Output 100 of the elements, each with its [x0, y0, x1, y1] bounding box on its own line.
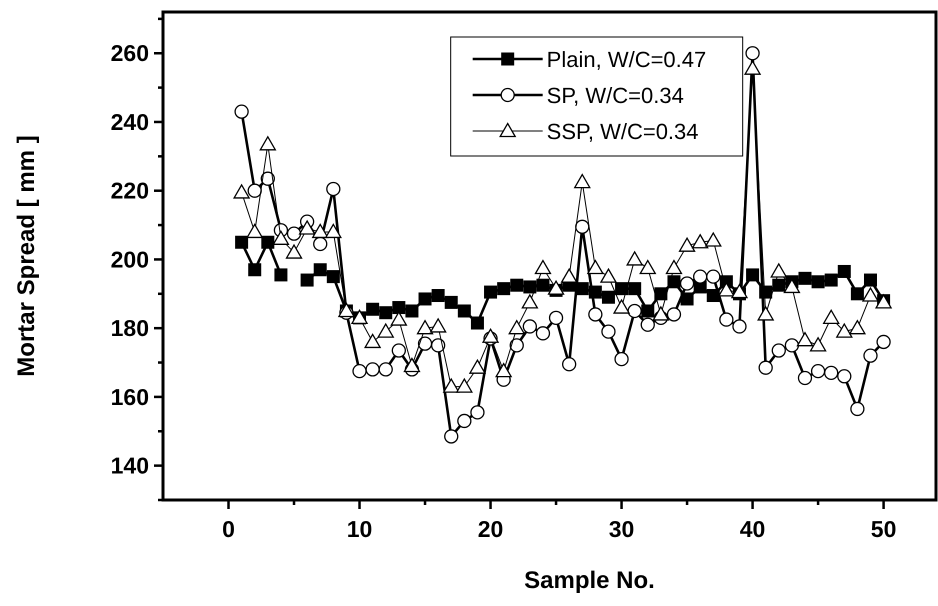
- point: [536, 326, 550, 340]
- point: [430, 338, 446, 352]
- y-tick-label: 180: [110, 315, 149, 342]
- point: [640, 260, 656, 274]
- point: [326, 182, 340, 196]
- point: [837, 369, 852, 384]
- point: [482, 328, 499, 343]
- point: [469, 360, 486, 374]
- point: [705, 232, 722, 247]
- point: [536, 278, 550, 292]
- point: [325, 224, 342, 238]
- point: [495, 362, 512, 378]
- point: [470, 316, 484, 330]
- point: [390, 311, 407, 326]
- point: [810, 337, 826, 352]
- point: [260, 136, 276, 150]
- point: [731, 284, 748, 298]
- point: [574, 174, 590, 188]
- point: [838, 264, 851, 278]
- point: [850, 287, 864, 300]
- point: [863, 348, 878, 363]
- point: [272, 230, 290, 245]
- point: [392, 301, 406, 314]
- x-tick-label: 50: [870, 516, 896, 542]
- x-axis-title: Sample No.: [524, 567, 655, 594]
- point: [588, 307, 603, 322]
- point: [248, 263, 262, 276]
- x-tick-label: 30: [608, 516, 634, 542]
- point: [522, 294, 538, 309]
- point: [823, 310, 840, 324]
- point: [849, 320, 866, 334]
- point: [640, 318, 655, 332]
- x-tick-label: 10: [346, 516, 372, 542]
- x-tick-label: 40: [740, 516, 766, 542]
- point: [693, 269, 708, 284]
- point: [430, 318, 446, 333]
- point: [418, 292, 432, 306]
- point: [246, 224, 263, 238]
- point: [692, 234, 708, 248]
- point: [298, 220, 316, 235]
- point: [378, 323, 394, 338]
- point: [667, 275, 680, 288]
- point: [378, 362, 393, 377]
- point: [876, 334, 891, 350]
- point: [745, 46, 760, 60]
- point: [326, 270, 340, 284]
- point: [300, 274, 314, 287]
- point: [235, 236, 248, 249]
- y-tick-label: 260: [110, 40, 149, 66]
- point: [784, 338, 800, 352]
- point: [575, 220, 590, 234]
- point: [233, 184, 250, 199]
- point: [314, 263, 327, 276]
- point: [628, 304, 642, 318]
- point: [392, 343, 406, 358]
- point: [405, 304, 418, 318]
- point: [864, 274, 877, 287]
- point: [626, 251, 643, 266]
- y-tick-label: 240: [110, 108, 149, 135]
- x-tick-label: 20: [478, 516, 504, 542]
- y-tick-label: 160: [110, 384, 149, 410]
- point: [628, 282, 642, 296]
- point: [364, 334, 381, 348]
- point: [444, 296, 458, 309]
- point: [613, 299, 630, 314]
- point: [772, 343, 786, 358]
- point: [561, 268, 578, 283]
- point: [457, 414, 472, 428]
- point: [548, 310, 564, 326]
- y-tick-label: 140: [110, 452, 149, 479]
- point: [458, 304, 471, 318]
- point: [678, 238, 696, 252]
- point: [744, 60, 761, 75]
- point: [614, 352, 629, 366]
- point: [652, 306, 670, 321]
- point: [602, 290, 615, 304]
- legend-label: Plain, W/C=0.47: [546, 47, 706, 72]
- y-axis-title: Mortar Spread [ mm ]: [13, 135, 40, 377]
- point: [444, 429, 458, 444]
- point: [443, 378, 460, 393]
- point: [601, 324, 616, 339]
- point: [234, 104, 249, 119]
- point: [732, 319, 747, 334]
- point: [510, 338, 524, 352]
- point: [824, 274, 838, 287]
- point: [810, 364, 826, 378]
- point: [666, 307, 682, 322]
- point: [772, 278, 786, 292]
- point: [850, 402, 865, 416]
- point: [286, 244, 302, 259]
- point: [587, 260, 604, 274]
- point: [719, 312, 734, 327]
- point: [615, 282, 628, 296]
- x-tick-label: 0: [222, 516, 235, 542]
- point: [366, 302, 380, 316]
- point: [770, 263, 787, 278]
- point: [836, 323, 852, 338]
- point: [404, 358, 420, 372]
- point: [416, 320, 434, 334]
- point: [484, 286, 498, 299]
